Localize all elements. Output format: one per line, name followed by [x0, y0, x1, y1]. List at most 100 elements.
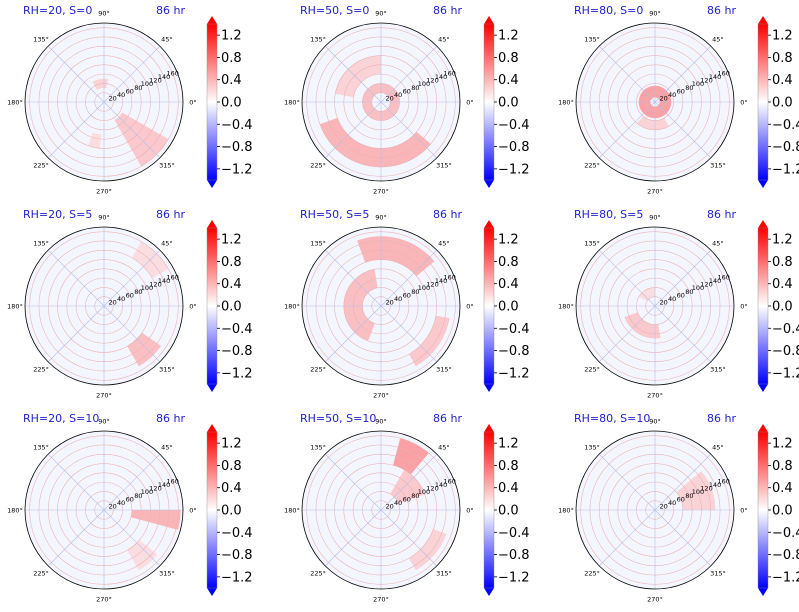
radial-tick-label: 80 — [411, 288, 419, 296]
angular-tick-label: 270° — [647, 596, 663, 604]
colorbar-gradient — [758, 24, 768, 180]
angular-grid-line — [654, 249, 712, 307]
colorbar-tick-label: 1.2 — [498, 437, 519, 452]
angular-grid-line — [47, 305, 105, 363]
panel-title: RH=50, S=5 — [300, 208, 369, 221]
radial-tick-label: 40 — [394, 499, 402, 507]
colorbar-gradient — [758, 432, 768, 588]
radial-tick-label: 20 — [385, 502, 393, 510]
colorbar-extend-max — [758, 220, 768, 228]
colorbar-tick-label: −0.4 — [498, 322, 530, 337]
colorbar-tick-label: −0.4 — [221, 526, 253, 541]
angular-tick-label: 90° — [375, 214, 387, 222]
radial-tick-label: 140 — [709, 277, 721, 285]
panel-time-label: 86 hr — [156, 4, 185, 17]
colorbar-tick-label: −1.2 — [221, 570, 253, 585]
angular-tick-label: 0° — [189, 99, 196, 107]
colorbar-tick-label: 0.0 — [498, 504, 519, 519]
radial-tick-label: 100 — [692, 284, 704, 292]
colorbar-tick-label: 0.0 — [221, 504, 242, 519]
angular-tick-label: 135° — [310, 240, 326, 248]
angular-tick-label: 0° — [740, 303, 747, 311]
colorbar-tick-label: 0.8 — [221, 255, 242, 270]
radial-tick-label: 100 — [418, 80, 430, 88]
colorbar-tick-label: −0.4 — [772, 322, 799, 337]
angular-grid-line — [47, 509, 105, 567]
colorbar-tick-label: 1.2 — [772, 437, 793, 452]
panel-time-label: 86 hr — [707, 208, 736, 221]
angular-grid-line — [47, 249, 105, 307]
colorbar-tick-label: −0.8 — [498, 344, 530, 359]
panel-time-label: 86 hr — [433, 208, 462, 221]
heatmap-feature — [624, 312, 661, 339]
radial-tick-label: 60 — [403, 495, 411, 503]
polar-boundary — [575, 22, 735, 182]
panel-time-label: 86 hr — [707, 4, 736, 17]
radial-tick-label: 40 — [117, 295, 125, 303]
angular-tick-label: 0° — [189, 507, 196, 515]
angular-grid-line — [598, 101, 656, 159]
angular-tick-label: 270° — [96, 392, 112, 400]
colorbar-tick-label: 1.2 — [498, 29, 519, 44]
angular-tick-label: 135° — [584, 444, 600, 452]
angular-tick-label: 45° — [712, 240, 724, 248]
colorbar-tick-label: −0.8 — [772, 344, 799, 359]
angular-tick-label: 135° — [584, 240, 600, 248]
angular-grid-line — [598, 45, 656, 103]
colorbar-extend-max — [484, 220, 494, 228]
angular-grid-line — [103, 249, 161, 307]
radial-tick-label: 160 — [166, 70, 178, 78]
polar-boundary — [575, 430, 735, 590]
heatmap-feature — [343, 269, 378, 341]
colorbar-gradient — [758, 228, 768, 384]
colorbar-tick-label: 0.0 — [221, 300, 242, 315]
heatmap-feature — [357, 236, 435, 277]
colorbar-tick-label: 0.0 — [498, 96, 519, 111]
colorbar-tick-label: −1.2 — [498, 366, 530, 381]
colorbar: 1.2 0.8 0.4 0.0 −0.4 −0.8 −1.2 — [483, 424, 530, 596]
radial-tick-label: 20 — [108, 502, 116, 510]
angular-tick-label: 315° — [436, 365, 452, 373]
colorbar-tick-label: −1.2 — [221, 366, 253, 381]
colorbar-extend-max — [758, 16, 768, 24]
angular-tick-label: 135° — [310, 36, 326, 44]
radial-tick-label: 40 — [117, 499, 125, 507]
radial-tick-label: 120 — [426, 281, 438, 289]
colorbar: 1.2 0.8 0.4 0.0 −0.4 −0.8 −1.2 — [757, 220, 799, 392]
colorbar-tick-label: −0.4 — [221, 322, 253, 337]
radial-tick-label: 20 — [659, 298, 667, 306]
angular-grid-line — [103, 101, 161, 159]
angular-tick-label: 45° — [712, 444, 724, 452]
radial-tick-label: 80 — [685, 288, 693, 296]
radial-tick-label: 40 — [668, 91, 676, 99]
radial-tick-label: 160 — [166, 478, 178, 486]
colorbar-extend-min — [758, 588, 768, 596]
angular-tick-label: 180° — [7, 303, 23, 311]
angular-grid-line — [380, 45, 438, 103]
angular-tick-label: 90° — [649, 418, 661, 426]
polar-panel: 0°45°90°135°180°225°270°315°20 40 60 801001… — [7, 208, 252, 400]
radial-tick-label: 120 — [426, 77, 438, 85]
heatmap-feature — [127, 539, 158, 571]
radial-tick-label: 80 — [411, 84, 419, 92]
panel-title: RH=50, S=0 — [300, 4, 369, 17]
colorbar-tick-label: 0.0 — [221, 96, 242, 111]
angular-grid-line — [103, 305, 161, 363]
colorbar-tick-label: 0.8 — [772, 255, 793, 270]
panel-title: RH=20, S=5 — [23, 208, 92, 221]
colorbar: 1.2 0.8 0.4 0.0 −0.4 −0.8 −1.2 — [206, 16, 253, 188]
angular-grid-line — [654, 305, 712, 363]
colorbar-tick-label: −0.8 — [221, 548, 253, 563]
polar-panel: 0°45°90°135°180°225°270°315°20 40 60 801001… — [284, 208, 529, 400]
angular-grid-line — [324, 305, 382, 363]
colorbar-tick-label: 0.8 — [221, 51, 242, 66]
colorbar-tick-label: −0.8 — [772, 548, 799, 563]
angular-grid-line — [598, 453, 656, 511]
polar-boundary — [24, 22, 184, 182]
colorbar-tick-label: −0.8 — [498, 548, 530, 563]
colorbar-tick-label: −0.4 — [772, 526, 799, 541]
angular-tick-label: 45° — [161, 240, 173, 248]
radial-tick-label: 60 — [126, 87, 134, 95]
radial-tick-label: 140 — [158, 481, 170, 489]
angular-grid-line — [324, 453, 382, 511]
